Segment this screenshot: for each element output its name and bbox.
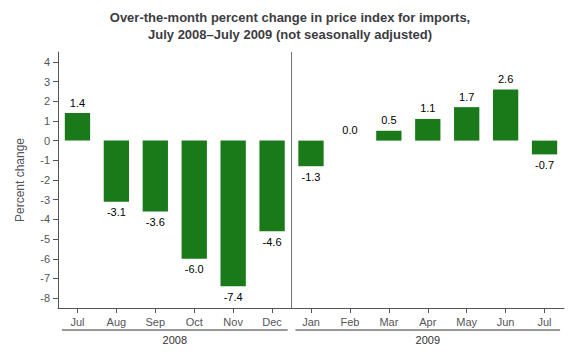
svg-text:-3: -3: [40, 194, 50, 206]
svg-text:-4.6: -4.6: [263, 236, 282, 248]
svg-text:Jan: Jan: [302, 316, 320, 328]
svg-text:1: 1: [44, 115, 50, 127]
svg-text:Jul: Jul: [70, 316, 84, 328]
svg-text:-6.0: -6.0: [185, 263, 204, 275]
svg-text:Apr: Apr: [419, 316, 436, 328]
svg-text:-6: -6: [40, 253, 50, 265]
svg-text:Dec: Dec: [262, 316, 282, 328]
svg-text:0: 0: [44, 135, 50, 147]
svg-text:May: May: [456, 316, 477, 328]
svg-text:-7: -7: [40, 272, 50, 284]
svg-text:-7.4: -7.4: [224, 291, 243, 303]
svg-text:2008: 2008: [163, 334, 187, 346]
svg-text:0.5: 0.5: [381, 114, 396, 126]
svg-text:2: 2: [44, 95, 50, 107]
svg-text:Oct: Oct: [186, 316, 203, 328]
svg-text:4: 4: [44, 56, 50, 68]
svg-text:-8: -8: [40, 292, 50, 304]
svg-text:Nov: Nov: [223, 316, 243, 328]
svg-text:-2: -2: [40, 174, 50, 186]
svg-text:-0.7: -0.7: [535, 159, 554, 171]
svg-text:Feb: Feb: [340, 316, 359, 328]
svg-text:Jul: Jul: [538, 316, 552, 328]
svg-text:Mar: Mar: [379, 316, 398, 328]
svg-text:July 2008–July 2009 (not seaso: July 2008–July 2009 (not seasonally adju…: [148, 27, 432, 42]
svg-text:2.6: 2.6: [498, 73, 513, 85]
svg-text:2009: 2009: [416, 334, 440, 346]
svg-text:-4: -4: [40, 213, 50, 225]
svg-text:-5: -5: [40, 233, 50, 245]
svg-text:-1: -1: [40, 154, 50, 166]
svg-text:Percent change: Percent change: [13, 138, 27, 222]
svg-text:0.0: 0.0: [342, 124, 357, 136]
svg-text:1.7: 1.7: [459, 91, 474, 103]
svg-text:Sep: Sep: [146, 316, 166, 328]
svg-text:-1.3: -1.3: [302, 171, 321, 183]
svg-text:1.4: 1.4: [70, 97, 85, 109]
svg-text:Aug: Aug: [107, 316, 127, 328]
svg-text:3: 3: [44, 76, 50, 88]
svg-text:-3.1: -3.1: [107, 206, 126, 218]
svg-text:1.1: 1.1: [420, 102, 435, 114]
svg-text:Jun: Jun: [497, 316, 515, 328]
svg-text:Over-the-month percent change: Over-the-month percent change in price i…: [110, 10, 470, 25]
svg-text:-3.6: -3.6: [146, 216, 165, 228]
